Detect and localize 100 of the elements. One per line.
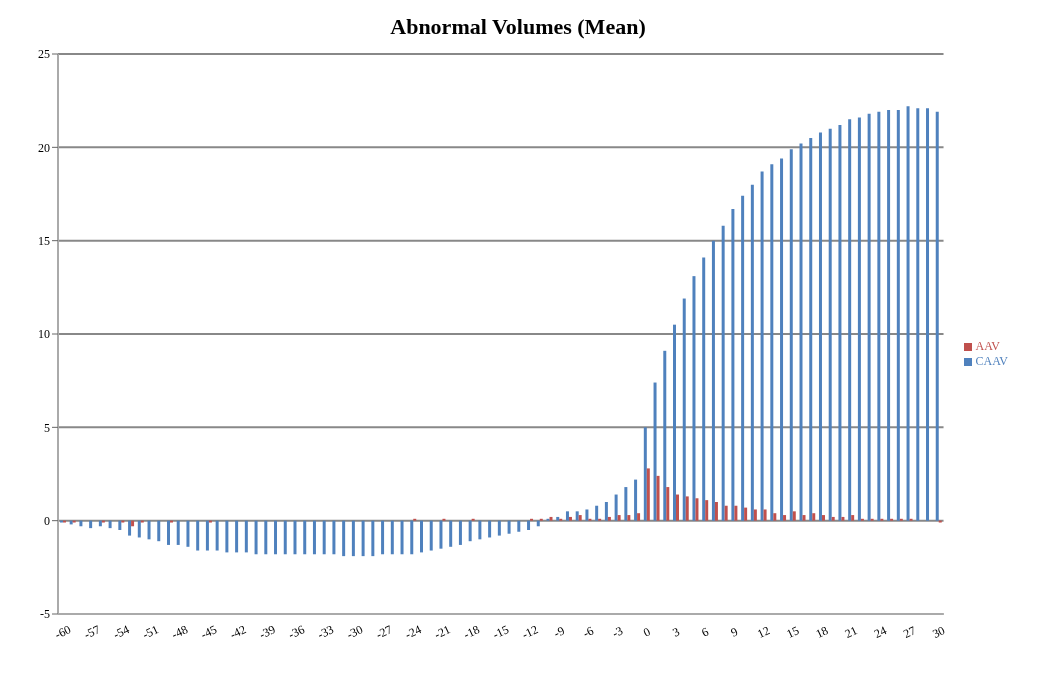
- x-tick-label: -54: [111, 622, 132, 642]
- bar: [429, 520, 433, 551]
- bar: [724, 505, 728, 521]
- legend-label: AAV: [975, 339, 1000, 353]
- x-tick-label: -30: [344, 622, 366, 642]
- bar: [838, 124, 842, 521]
- bar: [867, 113, 871, 521]
- bar: [753, 509, 757, 521]
- bar: [585, 509, 589, 521]
- bar: [653, 382, 657, 521]
- bar: [773, 513, 777, 521]
- x-tick-label: 21: [842, 623, 860, 641]
- bar: [527, 520, 531, 530]
- x-tick-label: 30: [930, 623, 948, 641]
- bar: [517, 520, 521, 532]
- chart-title: Abnormal Volumes (Mean): [389, 14, 647, 41]
- bar: [157, 520, 161, 542]
- x-tick-label: 12: [755, 623, 772, 641]
- x-tick-label: -36: [286, 622, 307, 642]
- bar: [186, 520, 190, 547]
- bar: [410, 520, 414, 555]
- bar: [604, 502, 608, 521]
- bar: [750, 184, 754, 521]
- bar: [439, 520, 443, 549]
- x-tick-label: -39: [257, 622, 278, 642]
- bar: [809, 138, 813, 521]
- bar: [244, 520, 248, 553]
- x-tick-label: 27: [901, 623, 918, 641]
- bar: [783, 515, 787, 521]
- x-tick-label: -51: [140, 622, 161, 642]
- bar: [607, 516, 611, 521]
- bar: [332, 520, 336, 555]
- legend-label: CAAV: [975, 354, 1008, 368]
- bar: [663, 350, 667, 521]
- bar: [916, 108, 920, 521]
- bar: [848, 119, 852, 521]
- bar: [926, 108, 930, 521]
- x-tick-label: 6: [699, 624, 711, 640]
- bar: [721, 225, 725, 521]
- bar: [702, 257, 706, 521]
- bar: [760, 171, 764, 521]
- bar: [235, 520, 239, 553]
- bar: [400, 520, 404, 555]
- bar: [361, 520, 365, 557]
- bar: [799, 143, 803, 521]
- x-tick-label: -57: [81, 622, 103, 642]
- x-tick-label: -27: [373, 622, 395, 642]
- x-tick-label: -3: [610, 623, 626, 641]
- x-tick-label: 3: [670, 624, 682, 640]
- bar: [225, 520, 229, 553]
- x-tick-label: -48: [169, 622, 190, 642]
- bar: [118, 520, 122, 530]
- bar: [841, 516, 845, 521]
- bar: [770, 164, 774, 521]
- bar: [293, 520, 297, 555]
- bar: [264, 520, 268, 555]
- bar: [254, 520, 258, 555]
- bar: [617, 515, 621, 521]
- bar: [666, 487, 670, 521]
- bar: [578, 515, 582, 521]
- bar: [685, 496, 689, 521]
- bar: [128, 520, 132, 536]
- bar: [351, 520, 355, 557]
- x-tick-label: -18: [461, 622, 482, 642]
- bar: [89, 520, 93, 529]
- bar: [215, 520, 219, 551]
- bar: [565, 511, 569, 521]
- bar: [656, 475, 660, 521]
- bar: [390, 520, 394, 555]
- x-tick-label: -60: [52, 622, 74, 642]
- bar: [744, 507, 748, 521]
- bar: [711, 240, 715, 521]
- bar: [780, 158, 784, 521]
- bar: [763, 509, 767, 521]
- bar: [887, 110, 891, 521]
- bar: [458, 520, 462, 545]
- bar: [682, 298, 686, 521]
- bar: [792, 511, 796, 521]
- bar: [705, 500, 709, 521]
- x-tick-label: 15: [784, 623, 802, 641]
- bar: [812, 513, 816, 521]
- bar: [420, 520, 423, 553]
- bar: [818, 132, 822, 521]
- bar: [283, 520, 287, 555]
- bar: [692, 276, 696, 521]
- y-tick-label: 20: [38, 140, 50, 155]
- bar: [147, 520, 151, 540]
- bar: [734, 505, 738, 521]
- bar: [695, 498, 699, 521]
- bar: [196, 520, 200, 551]
- y-tick-label: 15: [38, 233, 50, 248]
- bar: [568, 516, 572, 521]
- x-tick-label: -9: [551, 623, 567, 641]
- bar: [731, 208, 735, 521]
- x-tick-label: 24: [871, 623, 889, 641]
- bar: [497, 520, 501, 536]
- bar: [831, 516, 835, 521]
- y-tick-label: -5: [40, 607, 50, 622]
- x-tick-label: -33: [315, 622, 336, 642]
- bar: [575, 511, 579, 521]
